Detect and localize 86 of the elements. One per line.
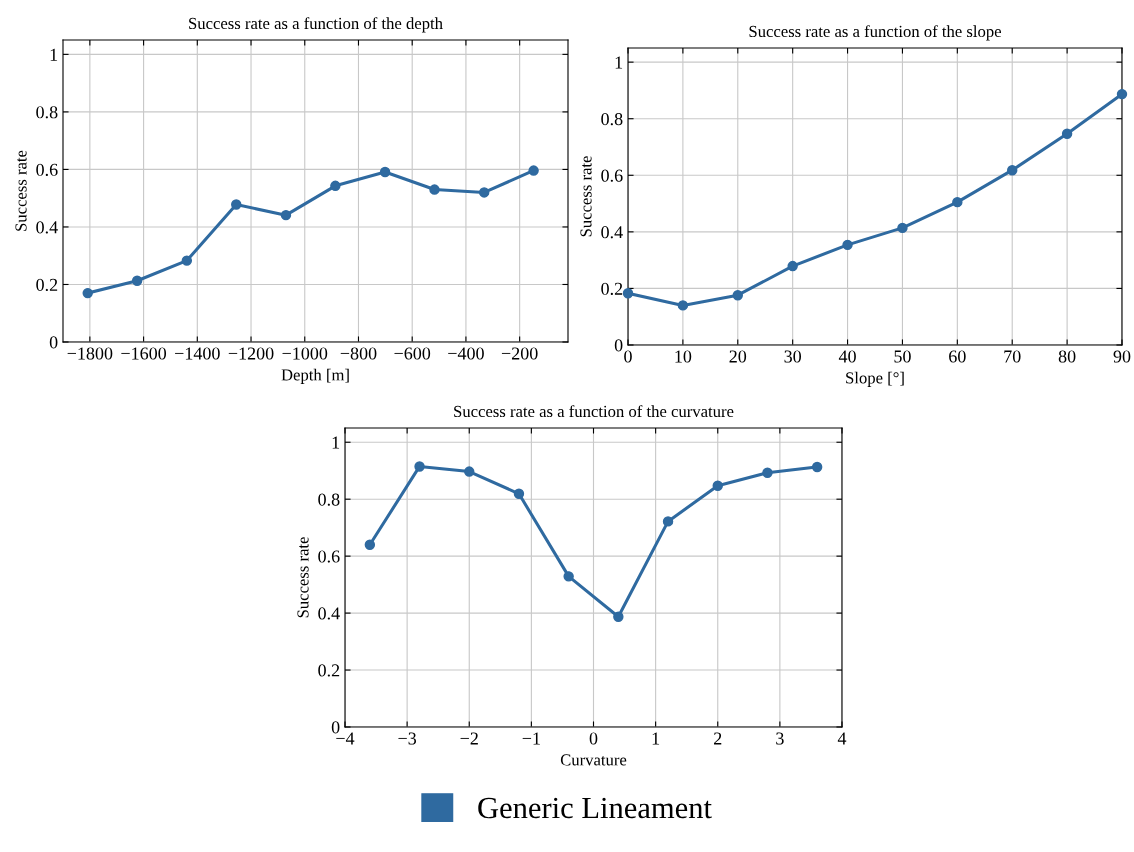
x-tick-label: 50 bbox=[894, 350, 911, 363]
y-tick-label: 0.4 bbox=[318, 607, 340, 620]
x-tick-label: −1 bbox=[522, 732, 540, 745]
x-tick-label: 30 bbox=[784, 350, 802, 363]
point bbox=[131, 275, 143, 286]
x-tick-label: −4 bbox=[336, 732, 355, 745]
point bbox=[842, 239, 853, 251]
x-tick-label: 2 bbox=[714, 732, 722, 745]
point bbox=[762, 467, 773, 478]
y-axis-title: Success rate bbox=[580, 156, 592, 237]
point bbox=[414, 461, 425, 472]
chart-title: Success rate as a function of the slope bbox=[749, 25, 1001, 41]
point bbox=[231, 199, 242, 210]
x-tick-label: 60 bbox=[949, 350, 966, 363]
x-tick-label: 0 bbox=[624, 350, 632, 363]
y-tick-label: 0.6 bbox=[36, 163, 58, 176]
point bbox=[613, 611, 624, 623]
x-tick-label: −800 bbox=[340, 347, 377, 360]
point bbox=[330, 180, 341, 192]
point bbox=[528, 165, 539, 176]
y-tick-label: 0.2 bbox=[318, 664, 340, 677]
y-tick-label: 0.8 bbox=[36, 106, 58, 119]
y-tick-label: 0.4 bbox=[36, 221, 58, 234]
x-tick-label: −1200 bbox=[228, 347, 274, 360]
y-tick-label: 0.2 bbox=[36, 278, 58, 291]
y-axis-title: Success rate bbox=[15, 150, 27, 231]
point bbox=[513, 488, 525, 499]
point bbox=[622, 288, 634, 299]
x-tick-label: 1 bbox=[652, 732, 660, 745]
y-tick-label: 0 bbox=[614, 339, 623, 352]
point bbox=[364, 539, 376, 550]
x-tick-label: 90 bbox=[1113, 350, 1131, 363]
x-axis-title: Depth [m] bbox=[281, 368, 349, 384]
x-tick-label: −1400 bbox=[175, 347, 220, 360]
point bbox=[478, 187, 490, 198]
y-tick-label: 1 bbox=[615, 56, 623, 69]
point bbox=[677, 300, 689, 311]
x-axis-title: Slope [°] bbox=[846, 371, 904, 387]
x-tick-label: 70 bbox=[1004, 350, 1021, 363]
y-tick-label: 0 bbox=[331, 721, 340, 734]
x-tick-label: −2 bbox=[460, 732, 478, 745]
x-tick-label: −600 bbox=[394, 347, 431, 360]
y-tick-label: 0.2 bbox=[601, 282, 623, 295]
point bbox=[1007, 164, 1018, 176]
x-tick-label: 40 bbox=[838, 350, 856, 363]
y-tick-label: 0.6 bbox=[318, 550, 340, 563]
chart-title: Success rate as a function of the depth bbox=[189, 17, 443, 33]
chart-title: Success rate as a function of the curvature bbox=[454, 405, 734, 418]
x-tick-label: −200 bbox=[501, 347, 538, 360]
x-tick-label: −400 bbox=[448, 347, 484, 360]
point bbox=[280, 209, 292, 221]
x-tick-label: 10 bbox=[675, 350, 692, 363]
x-tick-label: 0 bbox=[589, 732, 598, 745]
x-tick-label: −3 bbox=[398, 732, 417, 745]
y-tick-label: 0 bbox=[49, 336, 58, 349]
x-axis-title: Curvature bbox=[560, 754, 627, 766]
point bbox=[811, 461, 823, 473]
point bbox=[952, 196, 963, 208]
point bbox=[712, 480, 723, 492]
x-tick-label: 4 bbox=[837, 732, 847, 745]
y-tick-label: 0.4 bbox=[601, 226, 623, 239]
point bbox=[464, 466, 475, 477]
point bbox=[379, 166, 391, 178]
x-tick-label: −1000 bbox=[282, 347, 328, 360]
point bbox=[429, 184, 440, 195]
y-axis-title: Success rate bbox=[297, 537, 309, 618]
y-tick-label: 1 bbox=[332, 436, 340, 449]
point bbox=[662, 516, 674, 527]
point bbox=[897, 222, 908, 234]
y-tick-label: 1 bbox=[50, 48, 58, 61]
x-tick-label: 20 bbox=[729, 350, 747, 363]
point bbox=[732, 290, 743, 301]
x-tick-label: −1800 bbox=[67, 347, 113, 360]
point bbox=[181, 255, 193, 266]
legend-label: Generic Lineament bbox=[478, 797, 712, 819]
point bbox=[787, 260, 798, 272]
point bbox=[1061, 128, 1073, 139]
x-tick-label: 80 bbox=[1058, 350, 1076, 363]
x-tick-label: 3 bbox=[776, 732, 784, 745]
y-tick-label: 0.8 bbox=[318, 493, 340, 506]
point bbox=[1116, 88, 1128, 100]
point bbox=[563, 571, 574, 582]
x-tick-label: −1600 bbox=[121, 347, 167, 360]
point bbox=[82, 287, 93, 299]
y-tick-label: 0.8 bbox=[601, 112, 623, 126]
y-tick-label: 0.6 bbox=[601, 169, 623, 182]
